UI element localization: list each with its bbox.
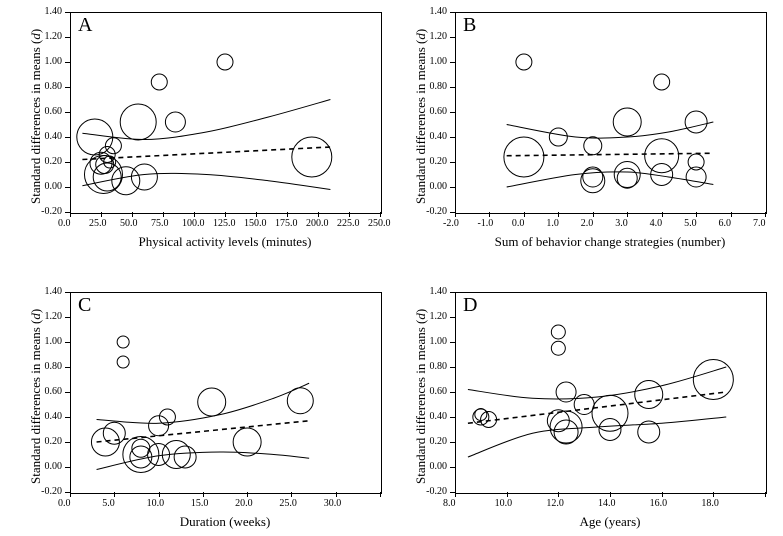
bubble	[551, 341, 565, 355]
y-tick-label: 0.20	[421, 436, 447, 447]
y-tick-label: 0.40	[421, 411, 447, 422]
x-tick	[558, 492, 559, 497]
x-tick	[610, 492, 611, 497]
x-tick-label: 16.0	[650, 498, 668, 509]
x-tick-label: 18.0	[701, 498, 719, 509]
y-tick-label: 0.60	[421, 386, 447, 397]
x-tick-label: 8.0	[443, 498, 456, 509]
figure: AStandard differences in means (d)Physic…	[0, 0, 783, 536]
ci-lower	[468, 417, 726, 457]
x-tick-label: 10.0	[495, 498, 513, 509]
y-tick-label: 0.80	[421, 361, 447, 372]
y-tick-label: -0.20	[421, 486, 447, 497]
chart-svg	[455, 292, 765, 492]
x-tick	[507, 492, 508, 497]
x-tick-label: 12.0	[546, 498, 564, 509]
x-axis-label: Age (years)	[455, 514, 765, 530]
x-tick	[713, 492, 714, 497]
bubble	[551, 325, 565, 339]
bubble	[574, 395, 594, 415]
bubble	[635, 381, 663, 409]
panel-D: DStandard differences in means (d)Age (y…	[0, 0, 783, 536]
x-tick	[765, 492, 766, 497]
y-tick-label: 1.20	[421, 311, 447, 322]
y-tick-label: 1.40	[421, 286, 447, 297]
x-tick	[455, 492, 456, 497]
ci-upper	[468, 367, 726, 399]
x-tick-label: 14.0	[598, 498, 616, 509]
x-tick	[662, 492, 663, 497]
y-tick-label: 0.00	[421, 461, 447, 472]
y-tick-label: 1.00	[421, 336, 447, 347]
y-tick	[450, 492, 455, 493]
